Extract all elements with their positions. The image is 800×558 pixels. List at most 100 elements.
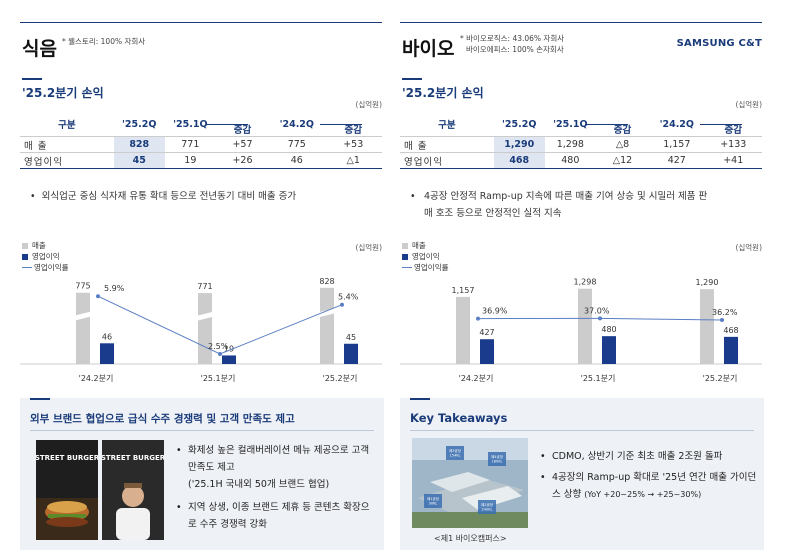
- subsidiary-note: * 웰스토리: 100% 자회사: [62, 37, 146, 46]
- op-profit-value-label: 45: [346, 333, 356, 342]
- cell-value: 19: [164, 152, 216, 169]
- brand-logo: SAMSUNG C&T: [676, 38, 762, 49]
- cell-value: 1,157: [649, 136, 705, 153]
- pl-title: '25.2분기 손익: [22, 86, 104, 100]
- header-divider: [586, 124, 628, 125]
- header-25q2: '25.2Q: [502, 118, 537, 130]
- sales-value-label: 775: [75, 282, 90, 291]
- chart-legend: 매출 영업이익 영업이익률: [22, 240, 69, 273]
- accent-bar: [30, 398, 50, 400]
- margin-value-label: 2.5%: [208, 342, 229, 351]
- table-row: 매 출 828 771 +57 775 +53: [20, 136, 382, 153]
- legend-label: 영업이익: [32, 252, 60, 261]
- header-25q1: '25.1Q: [173, 118, 208, 130]
- map-label: 제1공장 30KL: [427, 496, 440, 506]
- sales-bar: [456, 296, 470, 364]
- list-item: 지역 상생, 이종 브랜드 제휴 등 콘텐츠 확장으로 수주 경쟁력 강화: [176, 499, 376, 533]
- bullet-text: CDMO, 상반기 기준 최초 매출 2조원 돌파: [552, 451, 723, 462]
- row-label: 매 출: [20, 136, 114, 153]
- cell-value: 1,290: [493, 136, 545, 153]
- op-profit-value-label: 468: [723, 326, 738, 335]
- food-panel: 식음 * 웰스토리: 100% 자회사 '25.2분기 손익 (십억원) 구분 …: [20, 0, 400, 558]
- box-bullets: CDMO, 상반기 기준 최초 매출 2조원 돌파 4공장의 Ramp-up 확…: [540, 448, 758, 509]
- cell-value: 468: [493, 152, 545, 169]
- sales-bar: [578, 288, 592, 364]
- margin-value-label: 36.2%: [712, 308, 738, 317]
- header-change-qoq: 증감: [613, 125, 632, 136]
- sales-value-label: 1,290: [696, 278, 719, 287]
- list-item: 화제성 높은 컬래버레이션 메뉴 제공으로 고객 만족도 제고: [176, 442, 376, 476]
- cell-value: +41: [704, 152, 762, 169]
- box-title: 외부 브랜드 협업으로 급식 수주 경쟁력 및 고객 만족도 제고: [30, 413, 295, 425]
- legend-label: 영업이익: [412, 252, 440, 261]
- section-title: 식음: [22, 38, 57, 60]
- map-label: 제4공장 180KL: [491, 454, 504, 464]
- x-tick-label: '25.2분기: [323, 374, 358, 383]
- box-divider: [30, 430, 374, 431]
- poster-text: STREET BURGER: [36, 454, 98, 462]
- accent-bar: [22, 78, 42, 80]
- cell-value: +133: [704, 136, 762, 153]
- poster-image-2: STREET BURGER: [102, 440, 164, 540]
- cell-value: 46: [269, 152, 325, 169]
- header-divider: [320, 124, 362, 125]
- legend-swatch: [22, 253, 28, 260]
- table-unit: (십억원): [735, 100, 762, 109]
- cell-value: +26: [215, 152, 270, 169]
- map-label: 제3공장 154KL: [449, 448, 462, 458]
- legend-label: 매출: [412, 241, 426, 250]
- margin-point: [476, 316, 480, 321]
- performance-chart: 775 46 '24.2분기 771 19 '25.1분기 828 45 '25.2분기 5.9%…: [20, 277, 382, 383]
- sales-value-label: 1,157: [452, 286, 475, 295]
- margin-value-label: 5.9%: [104, 284, 125, 293]
- sales-bar: [700, 289, 714, 364]
- header-category: 구분: [58, 120, 76, 131]
- op-profit-bar: [724, 336, 738, 364]
- top-divider: [400, 22, 762, 23]
- header-divider: [206, 124, 248, 125]
- margin-value-label: 37.0%: [584, 306, 610, 315]
- cell-value: +53: [324, 136, 382, 153]
- row-label: 매 출: [400, 136, 494, 153]
- highlight-box: 외부 브랜드 협업으로 급식 수주 경쟁력 및 고객 만족도 제고 STREET…: [20, 398, 384, 550]
- cell-value: △8: [595, 136, 650, 153]
- table-row: 영업이익 45 19 +26 46 △1: [20, 152, 382, 169]
- summary-text: 외식업군 중심 식자재 유통 확대 등으로 전년동기 대비 매출 증가: [41, 191, 297, 202]
- accent-bar: [402, 78, 422, 80]
- sales-bar: [320, 287, 334, 364]
- op-profit-value-label: 46: [102, 332, 112, 341]
- axis-break-mark: [319, 308, 335, 318]
- legend-line-icon: [22, 267, 32, 268]
- header-25q1: '25.1Q: [553, 118, 588, 130]
- cell-value: +57: [215, 136, 270, 153]
- header-category: 구분: [438, 120, 456, 131]
- header-24q2: '24.2Q: [659, 118, 694, 130]
- note-line: 바이오에피스: 100% 손자회사: [466, 45, 564, 54]
- bullet-text: 화제성 높은 컬래버레이션 메뉴 제공으로 고객 만족도 제고: [188, 445, 370, 473]
- poster-text: STREET BURGER: [102, 454, 164, 462]
- op-profit-value-label: 480: [601, 325, 616, 334]
- x-tick-label: '25.2분기: [703, 374, 738, 383]
- x-tick-label: '25.1분기: [581, 374, 616, 383]
- top-divider: [20, 22, 382, 23]
- margin-point: [218, 352, 222, 356]
- cell-value: 775: [269, 136, 325, 153]
- subsidiary-note: * 바이오로직스: 43.06% 자회사 바이오에피스: 100% 손자회사: [460, 33, 564, 55]
- x-tick-label: '24.2분기: [459, 374, 494, 383]
- poster-image-1: STREET BURGER: [36, 440, 98, 540]
- op-profit-bar: [100, 343, 114, 364]
- margin-point: [96, 294, 100, 299]
- bullet-note: (YoY +20~25% → +25~30%): [584, 490, 702, 499]
- bio-panel: 바이오 * 바이오로직스: 43.06% 자회사 바이오에피스: 100% 손자…: [400, 0, 780, 558]
- pl-title: '25.2분기 손익: [402, 86, 484, 100]
- box-bullets: 화제성 높은 컬래버레이션 메뉴 제공으로 고객 만족도 제고 ('25.1H …: [176, 442, 376, 539]
- box-divider: [410, 430, 754, 431]
- sales-bar: [198, 293, 212, 364]
- margin-value-label: 36.9%: [482, 307, 508, 316]
- header-change-yoy: 증감: [724, 125, 742, 136]
- table-row: 영업이익 468 480 △12 427 +41: [400, 152, 762, 169]
- legend-label: 영업이익률: [34, 263, 69, 272]
- list-item: 4공장의 Ramp-up 확대로 '25년 연간 매출 가이던스 상향 (YoY…: [540, 469, 758, 503]
- sales-bar: [76, 292, 90, 364]
- cell-value: 1,298: [544, 136, 596, 153]
